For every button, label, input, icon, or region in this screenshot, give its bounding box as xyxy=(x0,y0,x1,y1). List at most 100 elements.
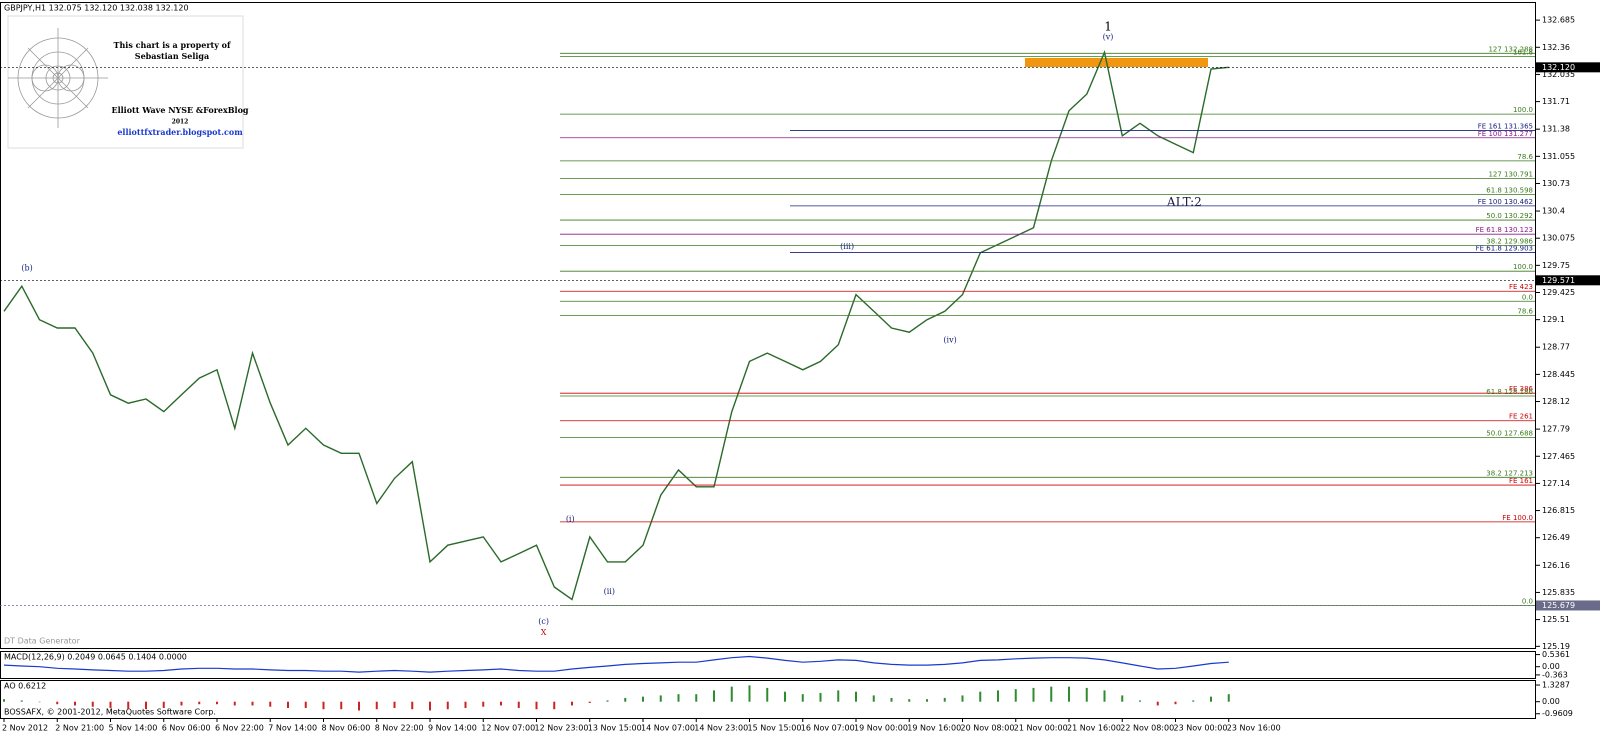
fib-label: FE 100.0 xyxy=(1502,514,1533,522)
y-tick-label: 127.79 xyxy=(1542,425,1570,434)
ao-bar xyxy=(38,701,41,703)
x-tick-label: 8 Nov 06:00 xyxy=(322,724,371,733)
ao-bar xyxy=(677,694,680,702)
fib-label: 161.8 xyxy=(1513,48,1533,56)
wave-label: (b) xyxy=(21,264,32,273)
y-tick-label: 132.035 xyxy=(1542,70,1575,79)
fib-label: 127 130.791 xyxy=(1488,170,1533,178)
x-tick-label: 23 Nov 16:00 xyxy=(1227,724,1281,733)
ao-bar xyxy=(961,695,964,702)
ao-bar xyxy=(287,701,289,708)
ao-bar xyxy=(801,694,804,702)
y-tick-label: 127.465 xyxy=(1542,452,1575,461)
x-tick-label: 21 Nov 16:00 xyxy=(1067,724,1121,733)
fib-label: 61.8 128.186 xyxy=(1486,388,1533,396)
price-marker-box xyxy=(1536,62,1600,73)
ao-bar xyxy=(1174,701,1177,705)
ao-bar xyxy=(766,687,769,702)
y-tick-label: 128.12 xyxy=(1542,397,1570,406)
logo xyxy=(8,28,108,128)
watermark-line: 2012 xyxy=(172,119,189,126)
ao-bar xyxy=(1014,689,1017,702)
ao-bar xyxy=(3,699,5,702)
ao-bar xyxy=(1192,700,1195,702)
y-tick-label: 1.3287 xyxy=(1542,681,1570,690)
y-tick-label: 128.77 xyxy=(1542,343,1570,352)
ao-bar xyxy=(588,701,591,703)
ao-bar xyxy=(837,690,840,702)
generator-label: DT Data Generator xyxy=(4,637,81,646)
y-tick-label: 129.1 xyxy=(1542,315,1565,324)
wave-label: (i) xyxy=(566,514,575,523)
fib-label: 38.2 127.213 xyxy=(1486,469,1533,477)
panel-title: MACD(12,26,9) 0.2049 0.0645 0.1404 0.000… xyxy=(4,653,187,662)
price-line xyxy=(3,49,1229,601)
y-tick-label: 126.16 xyxy=(1542,561,1570,570)
ao-bar xyxy=(304,701,307,708)
x-tick-label: 14 Nov 07:00 xyxy=(641,724,695,733)
ao-bar xyxy=(642,696,644,702)
ao-bar xyxy=(269,701,272,707)
y-tick-label: 0.5361 xyxy=(1542,650,1570,659)
x-tick-label: 21 Nov 00:00 xyxy=(1014,724,1068,733)
y-tick-label: 125.835 xyxy=(1542,588,1575,597)
fib-label: FE 100 130.462 xyxy=(1478,198,1533,206)
ao-bar xyxy=(1210,696,1212,702)
copyright: BOSSAFX, © 2001-2012, MetaQuotes Softwar… xyxy=(4,708,216,717)
ao-bar xyxy=(872,695,875,702)
price-marker-box xyxy=(1536,275,1600,286)
fib-label: FE 386 xyxy=(1509,385,1534,393)
y-tick-label: 127.14 xyxy=(1542,479,1570,488)
y-tick-label: 130.4 xyxy=(1542,207,1565,216)
ao-bar xyxy=(216,701,218,705)
ao-bar xyxy=(482,701,485,707)
watermark-box xyxy=(7,15,244,149)
wave-label: (c) xyxy=(538,617,549,626)
x-tick-label: 20 Nov 08:00 xyxy=(961,724,1015,733)
fib-label: 100.0 xyxy=(1513,263,1533,271)
x-tick-label: 22 Nov 08:00 xyxy=(1120,724,1174,733)
x-tick-label: 5 Nov 14:00 xyxy=(109,724,158,733)
ao-bar xyxy=(322,701,325,710)
fib-label: FE 261 xyxy=(1509,413,1533,421)
ao-bar xyxy=(553,701,556,710)
ao-bar xyxy=(500,701,502,706)
ao-bar xyxy=(784,691,786,702)
ao-bar xyxy=(411,701,414,710)
y-tick-label: 131.38 xyxy=(1542,125,1570,134)
ao-bar xyxy=(162,701,165,708)
y-tick-label: 126.815 xyxy=(1542,506,1575,515)
ao-bar xyxy=(1139,700,1141,702)
x-tick-label: 12 Nov 23:00 xyxy=(535,724,589,733)
ao-bar xyxy=(375,701,378,710)
ao-bar xyxy=(393,701,396,708)
ao-bar xyxy=(429,701,431,711)
ao-bar xyxy=(1032,687,1035,702)
price-marker-label: 125.679 xyxy=(1542,601,1575,610)
ao-bar xyxy=(943,697,946,702)
fib-label: 127 132.288 xyxy=(1488,45,1533,53)
x-tick-label: 8 Nov 22:00 xyxy=(375,724,424,733)
fib-label: FE 161 xyxy=(1509,477,1533,485)
x-tick-label: 23 Nov 00:00 xyxy=(1174,724,1228,733)
fib-label: 78.6 xyxy=(1517,307,1533,315)
watermark: This chart is a property of Sebastian Se… xyxy=(7,15,249,149)
wave-label: (v) xyxy=(1103,32,1114,41)
y-tick-label: 130.73 xyxy=(1542,179,1570,188)
fib-label: 50.0 130.292 xyxy=(1486,212,1533,220)
ao-bar xyxy=(748,685,751,702)
ao-bar xyxy=(127,701,130,710)
y-tick-label: 128.445 xyxy=(1542,370,1575,379)
ao-bar xyxy=(198,701,201,705)
x-tick-label: 7 Nov 14:00 xyxy=(268,724,317,733)
ao-bar xyxy=(979,691,982,702)
ao-bar xyxy=(91,701,94,707)
ao-bar xyxy=(855,691,857,702)
ao-bar xyxy=(730,686,733,702)
fib-label: 100.0 xyxy=(1513,106,1533,114)
ao-bar xyxy=(145,701,147,710)
ao-bar xyxy=(819,692,822,702)
ao-bar xyxy=(908,699,911,702)
